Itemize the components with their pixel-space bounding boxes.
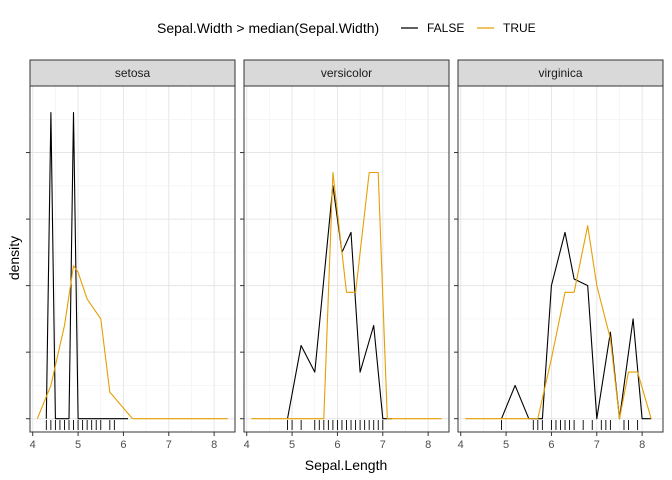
series-line-true [465,225,652,420]
x-tick-label: 8 [639,439,645,451]
panel-border [29,85,236,433]
panel-setosa: setosa 4 5 6 7 8 [26,59,236,451]
series-line-true [251,171,442,420]
panel-background [458,86,663,432]
x-tick-label: 7 [166,439,172,451]
panel-background [244,86,449,432]
facet-strip-label: setosa [115,66,151,80]
facet-strip-label: versicolor [321,66,372,80]
panel-virginica: virginica 4 5 6 7 8 [454,59,664,451]
x-tick-label: 4 [30,439,36,451]
facet-strip-label: virginica [538,66,582,80]
legend-label-true: TRUE [503,21,536,35]
panel-border [457,85,664,433]
x-tick-label: 5 [289,439,295,451]
facet-strip [29,59,236,87]
x-tick-label: 5 [503,439,509,451]
series-line-false [286,185,392,420]
series-line-false [45,112,128,420]
facet-strip [457,59,664,87]
x-tick-label: 6 [334,439,340,451]
x-tick-label: 4 [244,439,250,451]
x-tick-label: 8 [425,439,431,451]
panel-versicolor: versicolor 4 5 6 7 8 [240,59,450,451]
series-line-true [36,265,228,420]
x-axis-label: Sepal.Length [305,457,388,473]
panels: setosa 4 5 6 7 8 versicolor 4 5 6 7 8 virginica 4 5 6 7 8 [26,59,664,451]
panel-border [243,85,450,433]
legend-label-false: FALSE [427,21,464,35]
x-tick-label: 6 [548,439,554,451]
x-tick-label: 7 [594,439,600,451]
x-tick-label: 7 [380,439,386,451]
x-tick-label: 4 [458,439,464,451]
y-axis-label: density [6,236,22,280]
panel-background [30,86,235,432]
legend-title: Sepal.Width > median(Sepal.Width) [157,20,379,36]
x-tick-label: 8 [211,439,217,451]
facet-strip [243,59,450,87]
x-tick-label: 6 [120,439,126,451]
legend: Sepal.Width > median(Sepal.Width) FALSE … [157,20,536,36]
x-tick-label: 5 [75,439,81,451]
